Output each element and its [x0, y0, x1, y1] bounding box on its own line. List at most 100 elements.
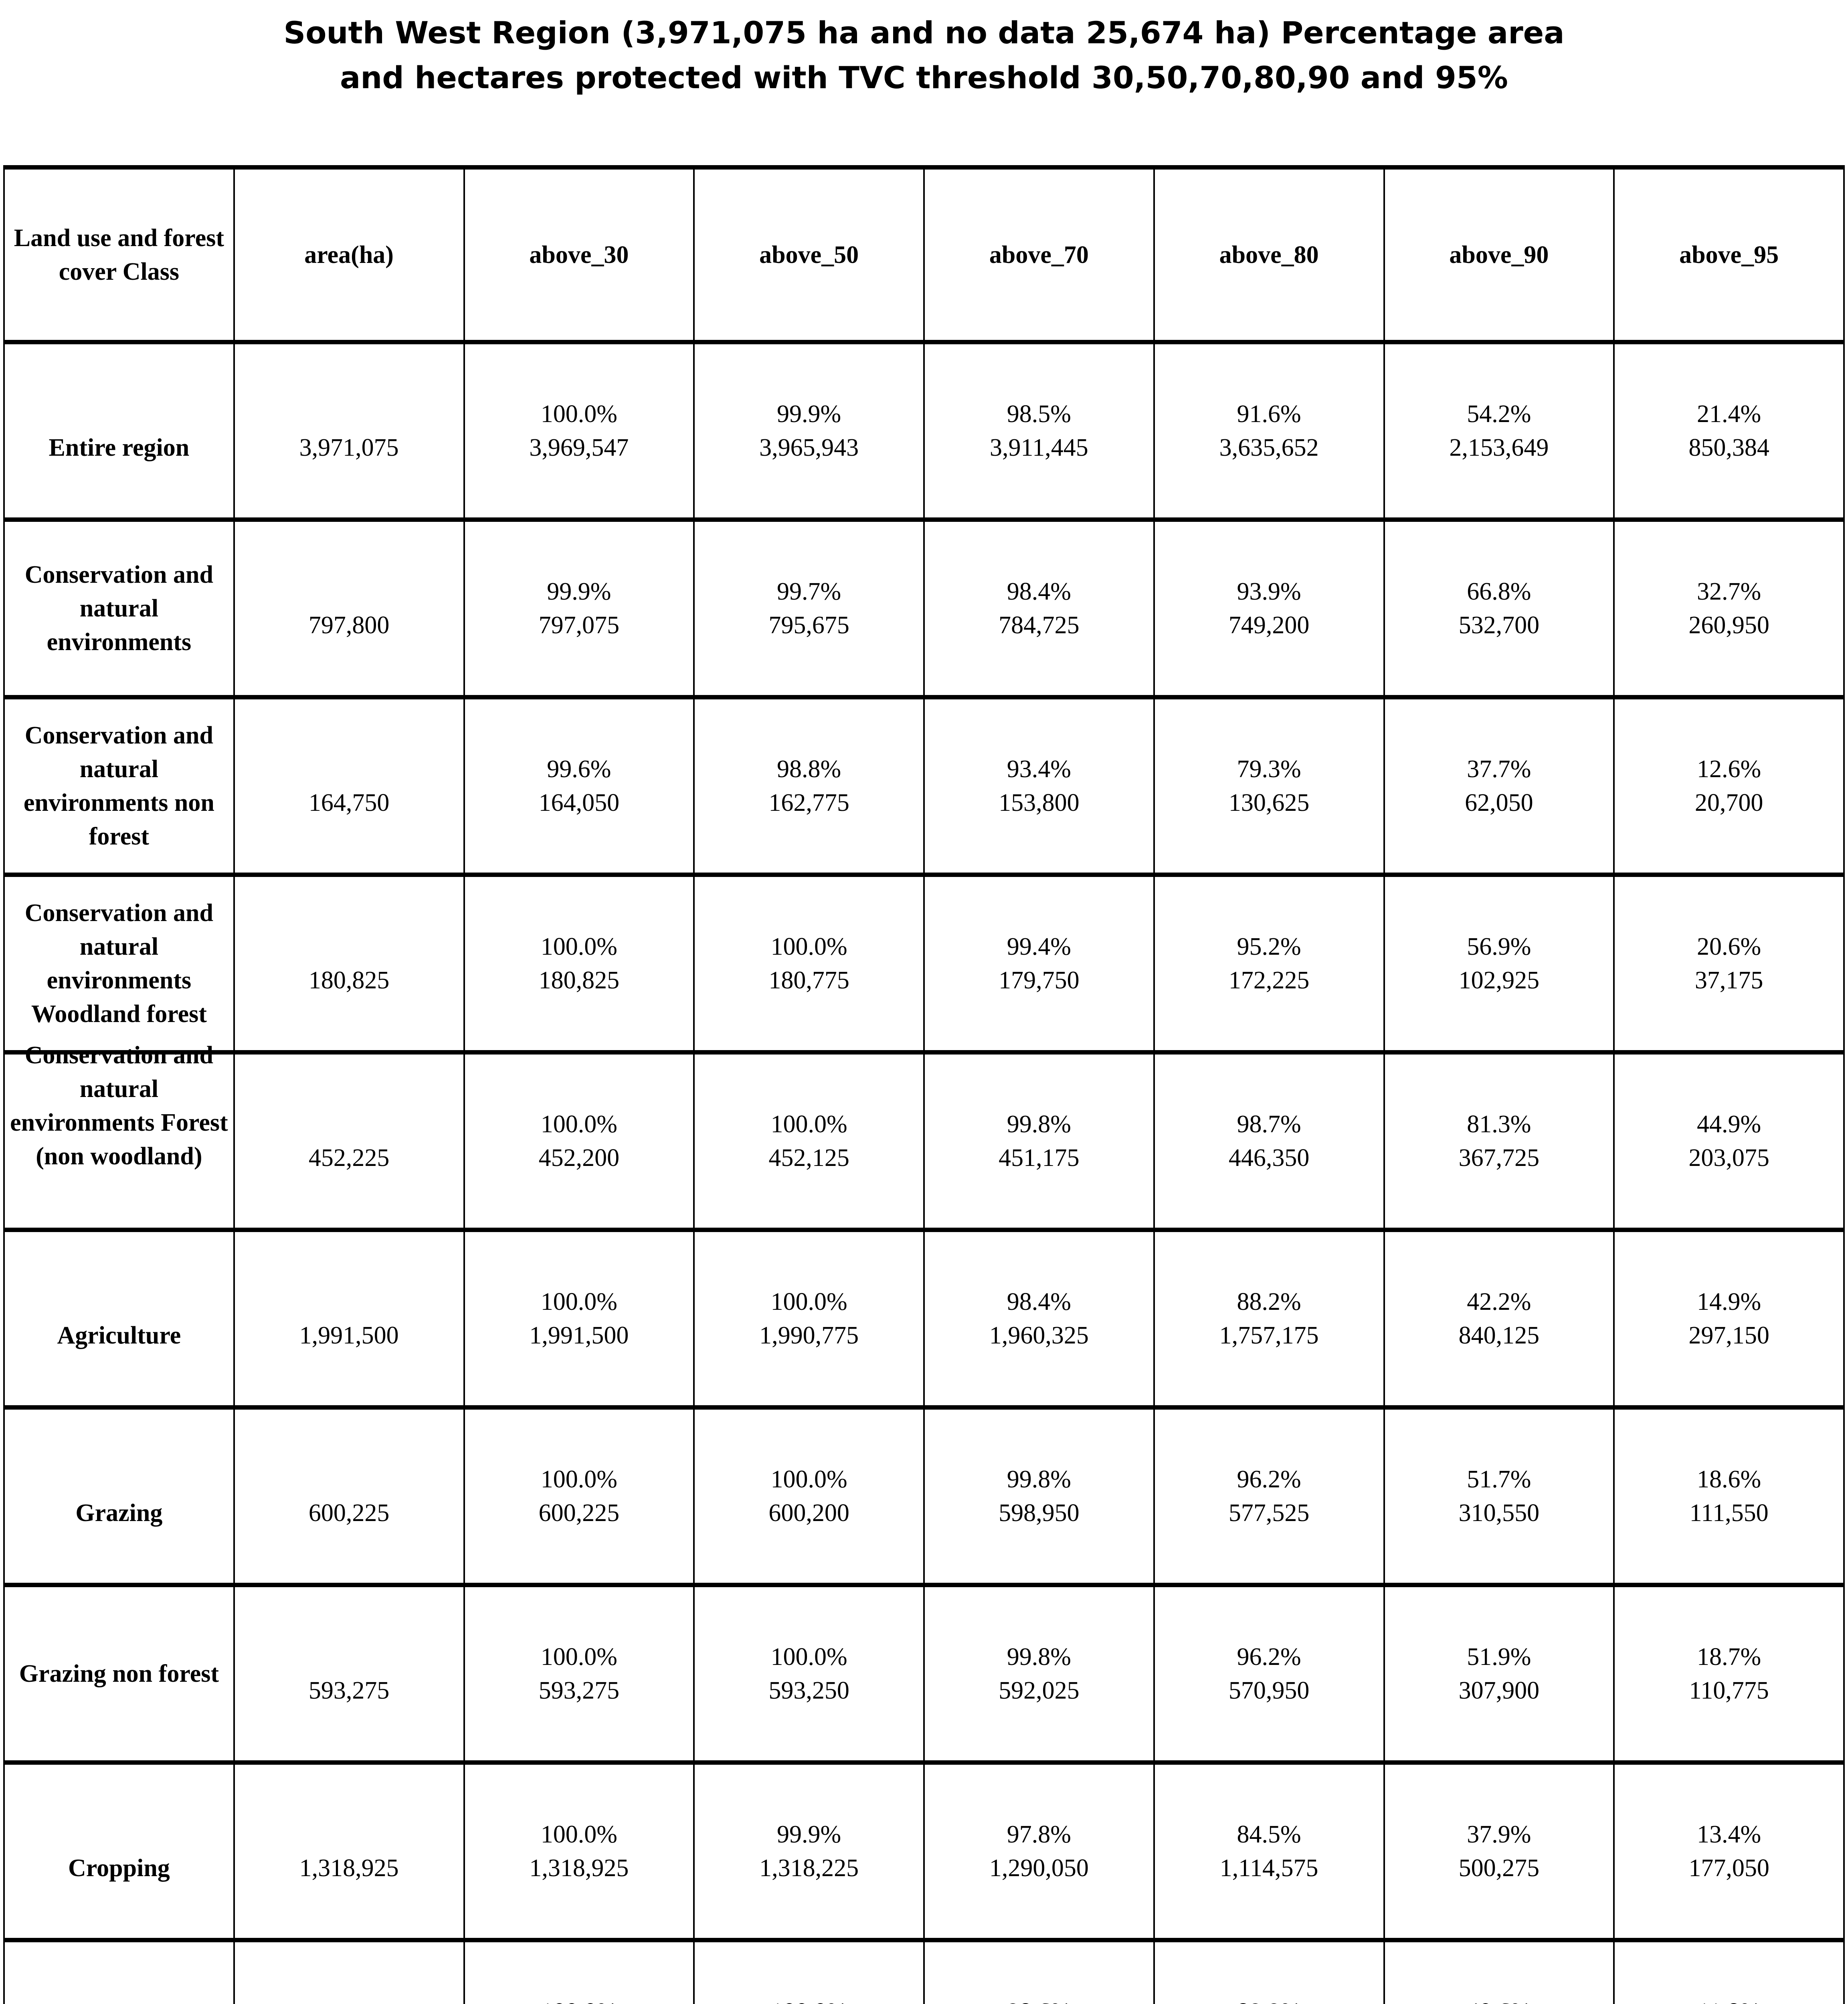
threshold-cell-above_30: 100.0% 452,200 [463, 1050, 695, 1232]
threshold-cell-above_95: 14.9% 297,150 [1613, 1228, 1845, 1410]
row-label: Grazing non forest [19, 1660, 219, 1687]
hectares-value: 532,700 [1458, 612, 1540, 639]
page-title-line2: and hectares protected with TVC threshol… [340, 60, 1508, 95]
table-row: Grazing 600,225 100.0% 600,225 100.0% 600,200… [3, 1405, 1845, 1587]
row-label: Cropping [68, 1855, 170, 1882]
threshold-cell-above_30: 100.0% 1,991,500 [463, 1228, 695, 1410]
threshold-cell-above_90: 56.9% 102,925 [1383, 873, 1615, 1055]
row-label: Entire region [49, 434, 190, 461]
percent-value: 98.8% [777, 756, 841, 783]
hectares-value: 795,675 [768, 612, 849, 639]
area-cell: 72,250 [233, 1938, 465, 2004]
row-label-cell: Entire region [3, 340, 235, 522]
threshold-cell-above_70: 98.4% 1,960,325 [923, 1228, 1155, 1410]
threshold-cell-above_30: 100.0% 180,825 [463, 873, 695, 1055]
percent-value: 99.8% [1007, 1111, 1071, 1138]
hectares-value: 3,635,652 [1219, 434, 1319, 461]
header-cell-area(ha): area(ha) [233, 165, 465, 344]
area-value: 164,750 [308, 789, 390, 816]
hectares-value: 1,990,775 [759, 1322, 859, 1349]
percent-value: 66.8% [1467, 578, 1531, 605]
threshold-cell-above_90: 51.7% 310,550 [1383, 1405, 1615, 1587]
percent-value: 100.0% [770, 1111, 847, 1138]
table-row: Conservation and natural environments 797… [3, 517, 1845, 699]
hectares-value: 164,050 [538, 789, 620, 816]
threshold-cell-above_95: 11.8%8,550 [1613, 1938, 1845, 2004]
hectares-value: 102,925 [1458, 967, 1540, 994]
threshold-cell-above_50: 100.0% 593,250 [693, 1583, 925, 1765]
row-label: Conservation and natural environments no… [23, 722, 214, 850]
row-label: Grazing [75, 1499, 163, 1527]
threshold-cell-above_95: 21.4% 850,384 [1613, 340, 1845, 522]
table-row: Conservation and natural environments no… [3, 695, 1845, 877]
threshold-cell-above_50: 100.0% 180,775 [693, 873, 925, 1055]
threshold-cell-above_90: 54.2% 2,153,649 [1383, 340, 1615, 522]
percent-value: 99.8% [1007, 1643, 1071, 1671]
hectares-value: 162,775 [768, 789, 849, 816]
percent-value: 18.7% [1697, 1643, 1761, 1671]
row-label-cell: Grazing [3, 1405, 235, 1587]
percent-value: 42.2% [1467, 1288, 1531, 1315]
area-cell: 593,275 [233, 1583, 465, 1765]
threshold-cell-above_50: 100.0%72,250 [693, 1938, 925, 2004]
header-cell-above_30: above_30 [463, 165, 695, 344]
hectares-value: 297,150 [1688, 1322, 1769, 1349]
percent-value: 37.7% [1467, 756, 1531, 783]
percent-value: 37.9% [1467, 1821, 1531, 1848]
hectares-value: 1,318,925 [529, 1855, 629, 1882]
hectares-value: 1,757,175 [1219, 1322, 1319, 1349]
table-row: Irrigation72,250100.0%72,250100.0%72,250… [3, 1938, 1845, 2004]
row-label: Irrigation [5, 1995, 233, 2004]
percent-value: 98.5% [1007, 400, 1071, 428]
hectares-value: 1,991,500 [529, 1322, 629, 1349]
hectares-value: 3,969,547 [529, 434, 629, 461]
row-label-cell: Grazing non forest [3, 1583, 235, 1765]
threshold-cell-above_80: 93.9% 749,200 [1153, 517, 1385, 699]
threshold-cell-above_80: 95.2% 172,225 [1153, 873, 1385, 1055]
hectares-value: 1,318,225 [759, 1855, 859, 1882]
percent-value: 98.4% [1007, 578, 1071, 605]
hectares-value: 172,225 [1228, 967, 1310, 994]
header-row: Land use and forest cover Class area(ha) a… [3, 165, 1845, 344]
row-label-cell: Cropping [3, 1760, 235, 1942]
table-header: Land use and forest cover Class area(ha) a… [3, 165, 1845, 344]
threshold-cell-above_50: 100.0% 1,990,775 [693, 1228, 925, 1410]
percent-value: 91.6% [1237, 400, 1301, 428]
area-value: 452,225 [308, 1144, 390, 1172]
hectares-value: 3,965,943 [759, 434, 859, 461]
area-value: 180,825 [308, 967, 390, 994]
percent-value: 14.9% [1697, 1288, 1761, 1315]
percent-value: 54.2% [1467, 400, 1531, 428]
hectares-value: 500,275 [1458, 1855, 1540, 1882]
percent-value: 89.9% [1155, 1995, 1383, 2004]
percent-value: 100.0% [540, 1821, 617, 1848]
percent-value: 100.0% [540, 1111, 617, 1138]
hectares-value: 177,050 [1688, 1855, 1769, 1882]
threshold-cell-above_30: 100.0% 593,275 [463, 1583, 695, 1765]
row-label-cell: Conservation and natural environments Fo… [3, 1042, 235, 1232]
threshold-cell-above_80: 89.9%64,975 [1153, 1938, 1385, 2004]
area-cell: 600,225 [233, 1405, 465, 1587]
percent-value: 98.7% [1237, 1111, 1301, 1138]
percent-value: 56.9% [1467, 933, 1531, 960]
hectares-value: 111,550 [1689, 1499, 1769, 1527]
area-cell: 452,225 [233, 1050, 465, 1232]
table-body: Entire region 3,971,075 100.0% 3,969,547 99.… [3, 340, 1845, 2004]
percent-value: 100.0% [540, 933, 617, 960]
area-value: 1,991,500 [299, 1322, 399, 1349]
percent-value: 88.2% [1237, 1288, 1301, 1315]
percent-value: 13.4% [1697, 1821, 1761, 1848]
row-label-cell: Conservation and natural environments Wo… [3, 873, 235, 1055]
threshold-cell-above_70: 98.5% 3,911,445 [923, 340, 1155, 522]
hectares-value: 203,075 [1688, 1144, 1769, 1172]
percent-value: 100.0% [770, 1466, 847, 1493]
threshold-cell-above_50: 100.0% 452,125 [693, 1050, 925, 1232]
threshold-cell-above_70: 98.6%71,225 [923, 1938, 1155, 2004]
hectares-value: 452,200 [538, 1144, 620, 1172]
area-cell: 1,991,500 [233, 1228, 465, 1410]
percent-value: 97.8% [1007, 1821, 1071, 1848]
hectares-value: 20,700 [1694, 789, 1763, 816]
header-cell-class: Land use and forest cover Class [3, 165, 235, 344]
hectares-value: 570,950 [1228, 1677, 1310, 1704]
hectares-value: 1,960,325 [989, 1322, 1089, 1349]
